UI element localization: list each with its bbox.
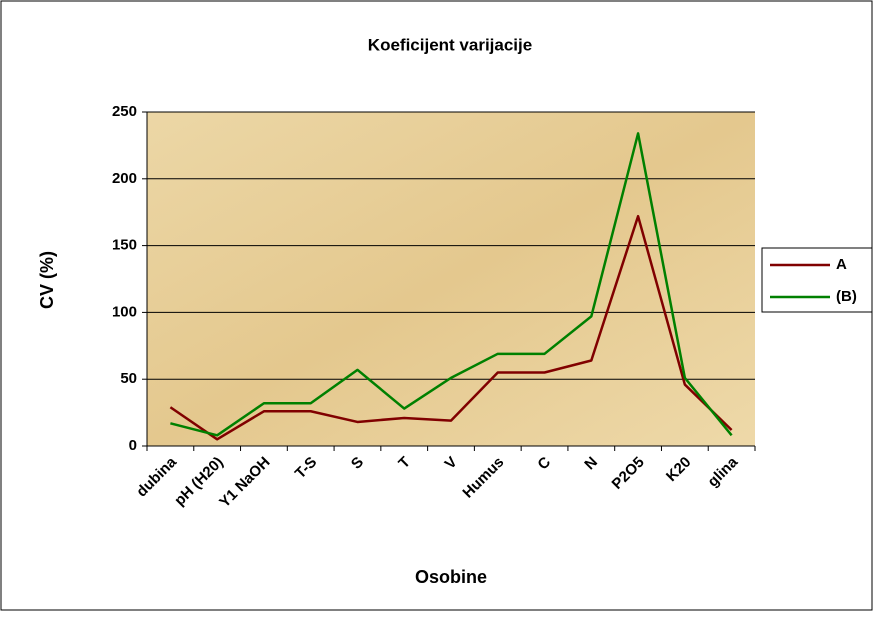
y-tick-label: 150: [112, 237, 137, 254]
y-tick-label: 100: [112, 303, 137, 320]
y-tick-label: 0: [129, 437, 137, 454]
legend: [761, 247, 873, 313]
chart-title: Koeficijent varijacije: [368, 35, 532, 54]
y-tick-label: 50: [120, 370, 137, 387]
series-line: [170, 132, 733, 437]
legend-label: A: [836, 256, 847, 273]
legend-label: (B): [836, 288, 857, 305]
y-axis-title: CV (%): [37, 251, 57, 309]
series-line: [169, 214, 733, 441]
x-axis-title: Osobine: [415, 567, 487, 587]
plot-area: [147, 112, 755, 446]
y-tick-label: 200: [112, 170, 137, 187]
y-tick-label: 250: [112, 103, 137, 120]
